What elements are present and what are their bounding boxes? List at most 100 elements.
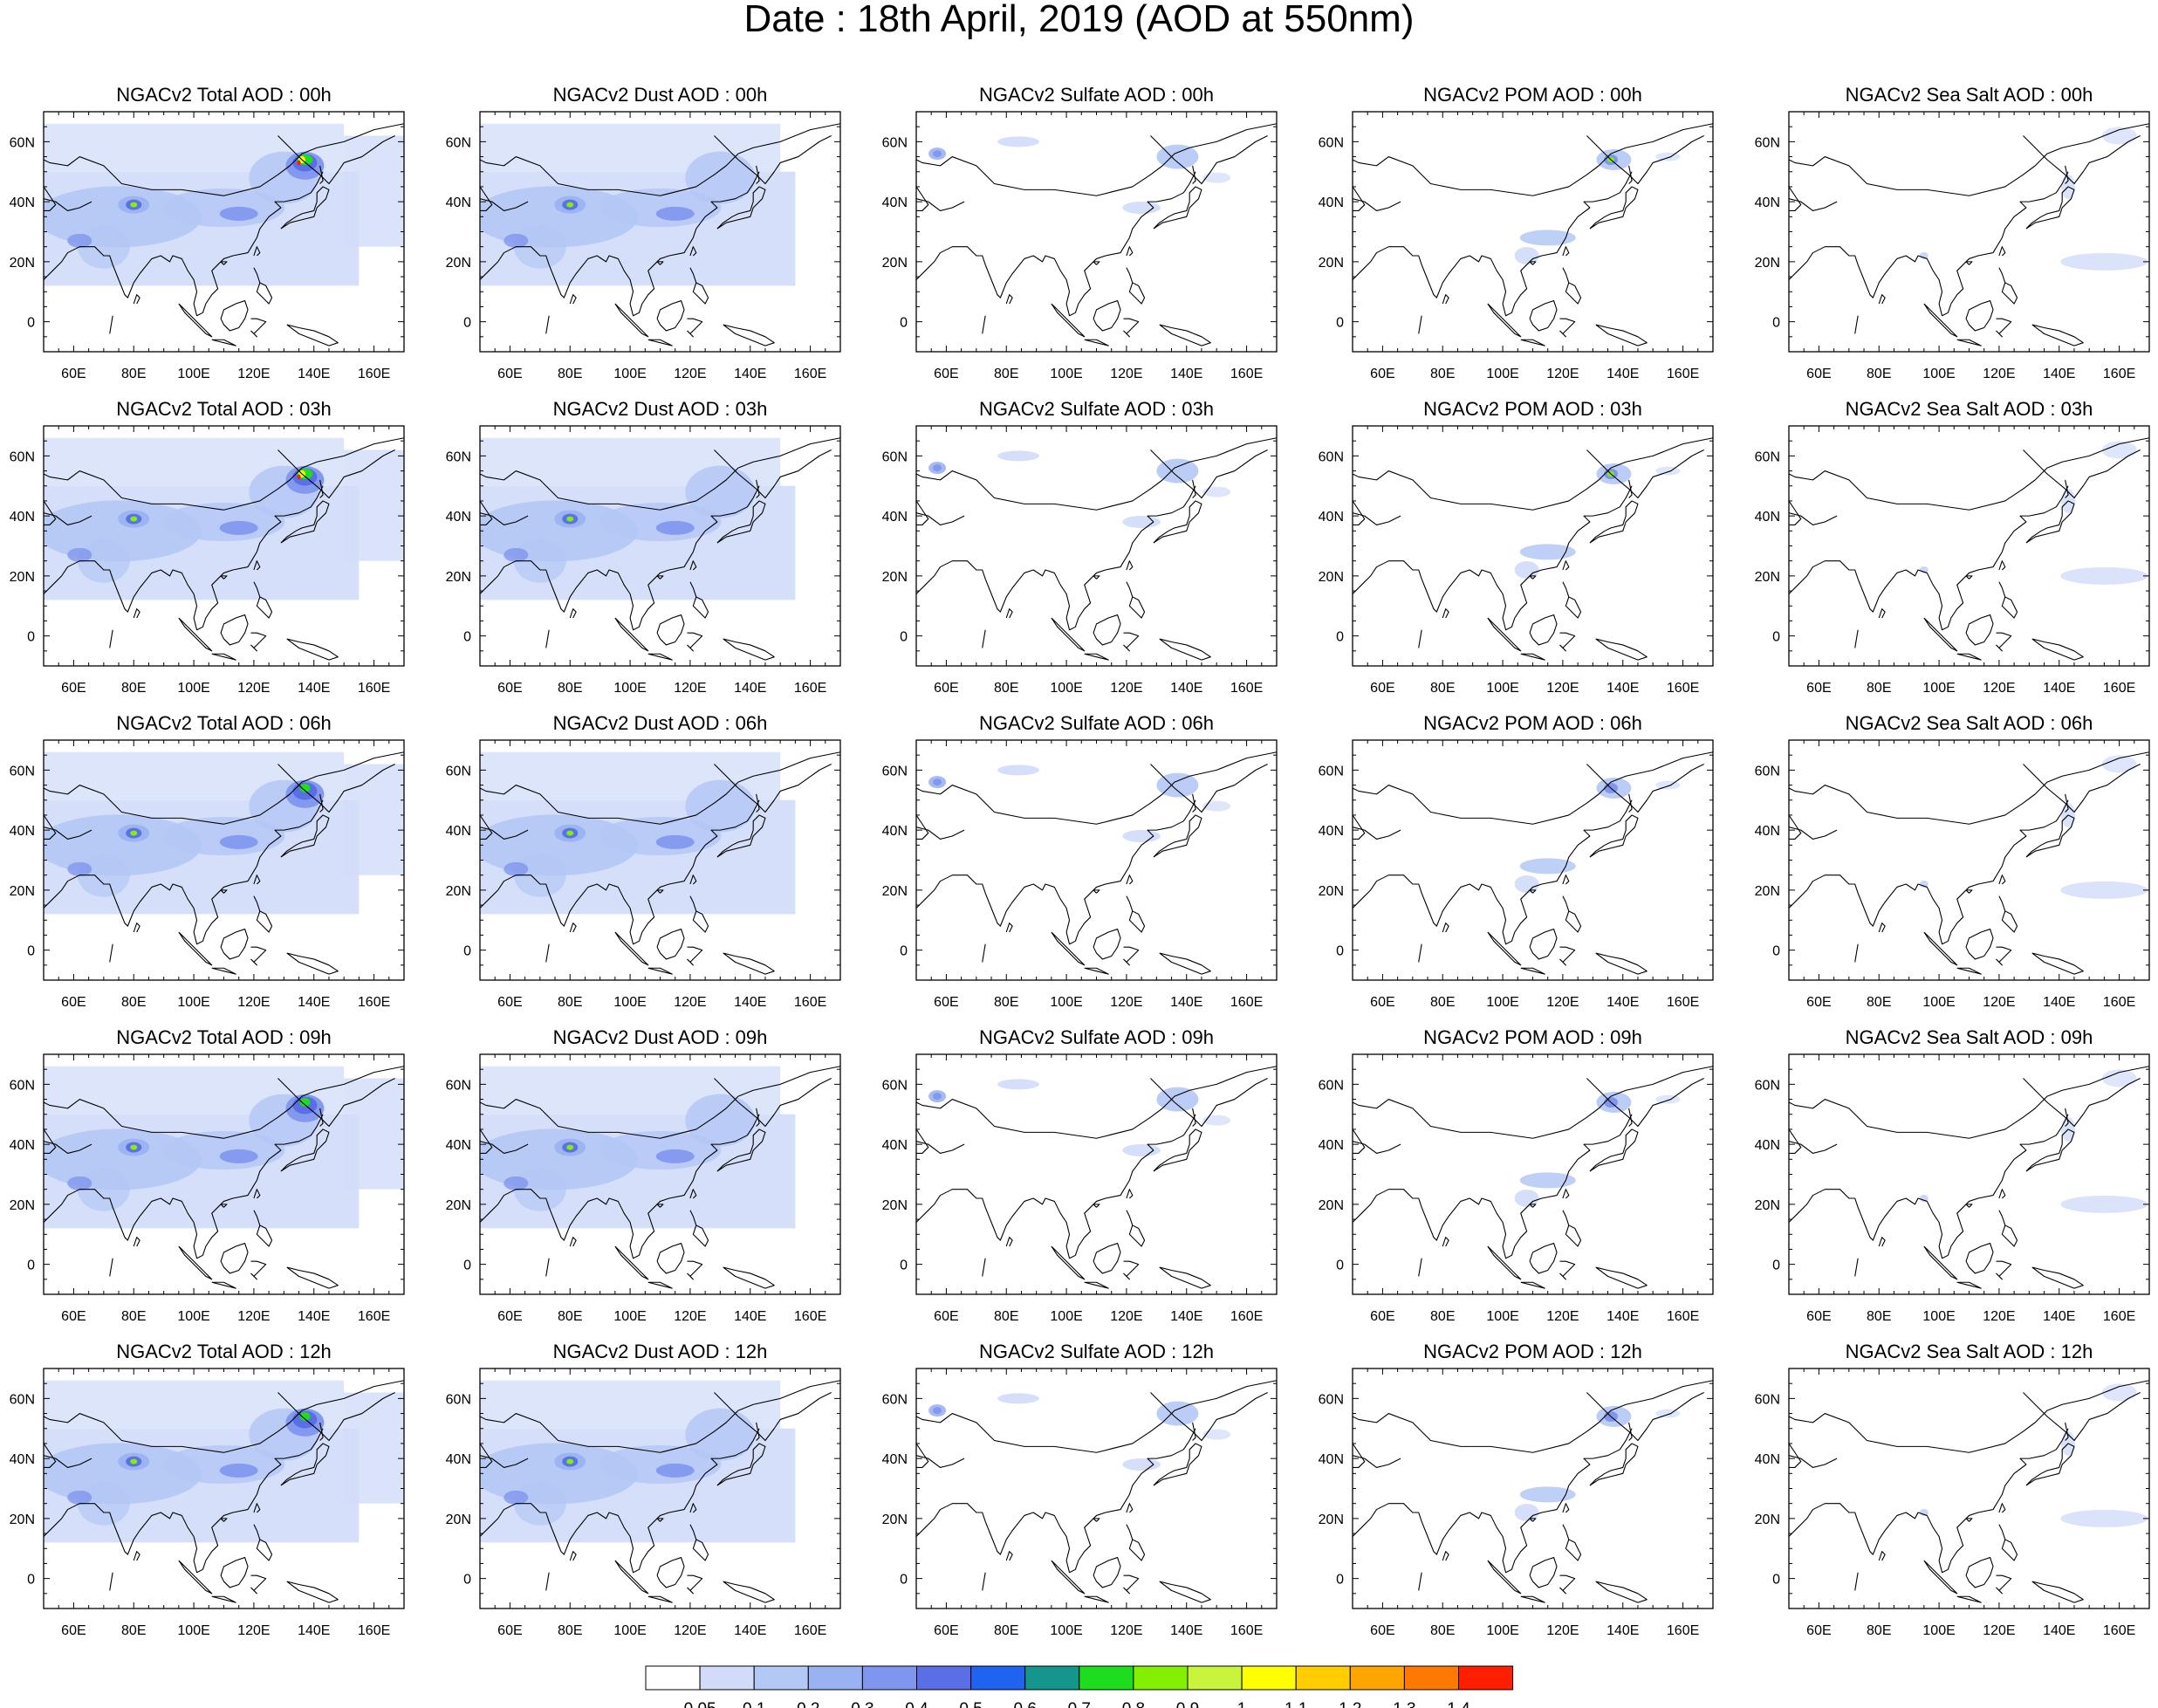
coastline — [44, 486, 323, 630]
panel-title: NGACv2 Sulfate AOD : 00h — [979, 84, 1214, 106]
coastline — [1855, 1259, 1858, 1277]
y-tick-label: 0 — [1772, 316, 1780, 331]
coastline — [1999, 1190, 2005, 1198]
coastline — [1530, 1519, 1536, 1521]
colorbar-label: 0.8 — [1122, 1700, 1145, 1708]
coastline — [2032, 1267, 2084, 1288]
map-panel: NGACv2 Total AOD : 12h 60E 80E 100E 120E 140E… — [10, 1341, 405, 1638]
coastline — [277, 136, 394, 184]
coastline — [254, 268, 272, 304]
x-tick-label: 160E — [2103, 681, 2135, 696]
panel-title: NGACv2 Dust AOD : 09h — [553, 1026, 768, 1048]
y-tick-label: 60N — [10, 1078, 35, 1093]
coastline — [0, 725, 404, 824]
panel-title: NGACv2 Dust AOD : 12h — [553, 1341, 768, 1362]
coastline — [1966, 1519, 1972, 1521]
coastline — [1154, 1129, 1202, 1171]
x-tick-label: 100E — [1050, 681, 1082, 696]
x-tick-label: 100E — [613, 995, 646, 1010]
x-tick-label: 120E — [1983, 995, 2015, 1010]
x-tick-label: 160E — [794, 1623, 826, 1638]
coastline — [1127, 582, 1145, 618]
y-tick-label: 0 — [27, 316, 35, 331]
y-tick-label: 0 — [900, 630, 908, 645]
coastline — [657, 1519, 663, 1521]
coastline — [916, 199, 964, 211]
coastline — [1093, 615, 1120, 645]
coastline — [320, 1108, 323, 1127]
y-tick-label: 20N — [446, 1513, 471, 1527]
y-tick-label: 60N — [1755, 1392, 1780, 1407]
coastline — [1052, 1246, 1085, 1279]
coastline — [134, 295, 140, 304]
coastline — [1789, 513, 1837, 525]
coastline — [287, 325, 339, 346]
coastline — [1590, 501, 1638, 543]
coastline — [657, 576, 663, 579]
x-tick-label: 140E — [1607, 995, 1639, 1010]
y-tick-label: 40N — [446, 1452, 471, 1467]
coastline — [1419, 944, 1422, 963]
x-tick-label: 120E — [1110, 1309, 1142, 1324]
coastline — [1093, 262, 1100, 264]
y-tick-label: 20N — [1755, 1198, 1780, 1213]
x-tick-label: 100E — [177, 1623, 209, 1638]
coastline — [1966, 929, 1993, 959]
y-tick-label: 20N — [882, 884, 908, 899]
colorbar-label: 1.3 — [1393, 1700, 1415, 1708]
colorbar-swatch — [1187, 1665, 1243, 1691]
coastline — [657, 929, 684, 959]
y-tick-label: 20N — [446, 1198, 471, 1213]
x-tick-label: 120E — [1546, 681, 1579, 696]
coastline — [1729, 1039, 2149, 1138]
coastline — [2026, 1129, 2074, 1171]
coastline — [1966, 890, 1972, 893]
map-panel: NGACv2 Total AOD : 09h 60E 80E 100E 120E 140E… — [10, 1026, 405, 1324]
coastline — [44, 501, 56, 525]
x-tick-label: 140E — [734, 367, 766, 381]
coastline — [1957, 654, 1982, 660]
coastline — [657, 1244, 684, 1273]
x-tick-label: 100E — [1922, 1623, 1955, 1638]
coastline — [1729, 411, 2149, 510]
coastline — [1006, 923, 1012, 932]
coastline — [1093, 1204, 1100, 1207]
coastline — [221, 1519, 227, 1521]
y-tick-label: 20N — [10, 884, 35, 899]
coastline — [254, 1211, 272, 1246]
y-tick-label: 40N — [882, 1138, 908, 1153]
coastline — [277, 1079, 394, 1127]
y-tick-label: 40N — [1755, 195, 1780, 210]
x-tick-label: 80E — [121, 367, 146, 381]
x-tick-label: 100E — [613, 1309, 646, 1324]
coastline — [1353, 815, 1365, 840]
coastline — [570, 295, 576, 304]
y-tick-label: 60N — [882, 764, 908, 779]
panel-title: NGACv2 Sulfate AOD : 06h — [979, 712, 1214, 734]
panel-title: NGACv2 POM AOD : 06h — [1423, 712, 1642, 734]
x-tick-label: 80E — [1430, 367, 1455, 381]
x-tick-label: 60E — [61, 1309, 86, 1324]
x-tick-label: 160E — [358, 681, 390, 696]
coastline — [1530, 615, 1557, 645]
y-tick-label: 60N — [446, 135, 471, 150]
coastline — [1924, 1246, 1957, 1279]
colorbar-swatch — [645, 1665, 701, 1691]
y-tick-label: 0 — [1336, 630, 1344, 645]
coastline — [1085, 654, 1109, 660]
coastline — [1590, 1129, 1638, 1171]
coastline — [570, 1238, 576, 1246]
coastline — [44, 1456, 92, 1468]
coastline — [546, 1573, 549, 1591]
coastline — [1353, 1115, 1632, 1259]
coastline — [1789, 815, 1801, 840]
panel-title: NGACv2 Sulfate AOD : 09h — [979, 1026, 1214, 1048]
x-tick-label: 160E — [794, 1309, 826, 1324]
coastline — [1629, 794, 1632, 813]
x-tick-label: 80E — [1867, 1309, 1891, 1324]
coastline — [254, 896, 272, 932]
coastline — [221, 262, 227, 264]
coastline — [714, 450, 831, 498]
y-tick-label: 40N — [446, 1138, 471, 1153]
x-tick-label: 160E — [794, 367, 826, 381]
